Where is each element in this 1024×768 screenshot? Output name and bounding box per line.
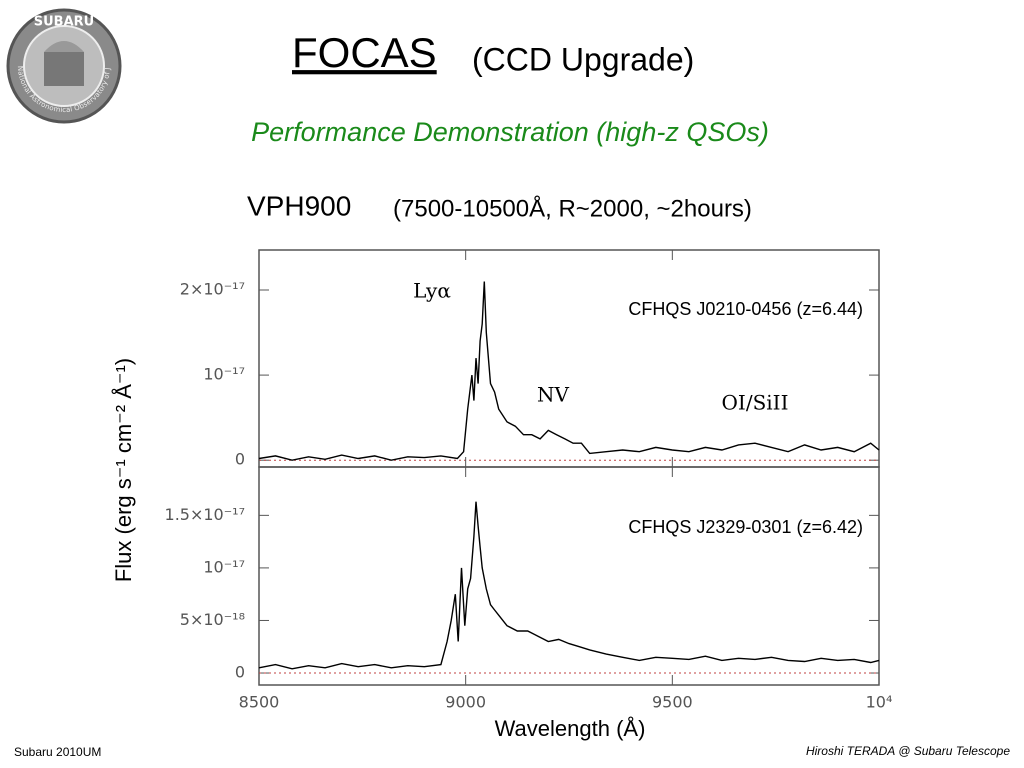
x-axis-label: Wavelength (Å)	[495, 716, 646, 741]
x-tick-label: 9500	[652, 693, 693, 712]
panel-title: CFHQS J2329-0301 (z=6.42)	[628, 517, 863, 537]
heading-rest: (7500-10500Å, R~2000, ~2hours)	[393, 194, 752, 222]
y-tick-label: 0	[235, 450, 245, 469]
y-axis-label: Flux (erg s⁻¹ cm⁻² Å⁻¹)	[111, 358, 136, 582]
heading: VPH900	[247, 190, 351, 221]
y-tick-label: 5×10⁻¹⁸	[180, 610, 245, 629]
x-tick-label: 8500	[239, 693, 280, 712]
title: FOCAS	[292, 29, 437, 76]
spectrum	[258, 501, 880, 670]
annotation: OI/SiII	[722, 391, 789, 415]
y-tick-label: 10⁻¹⁷	[203, 557, 245, 576]
spectrum	[258, 281, 880, 461]
logo: National Astronomical Observatory of Jap…	[0, 0, 122, 124]
footer-left: Subaru 2010UM	[14, 745, 101, 759]
logo-text: SUBARU	[34, 15, 94, 30]
y-tick-label: 0	[235, 663, 245, 682]
panel-title: CFHQS J0210-0456 (z=6.44)	[628, 299, 863, 319]
annotation: Lyα	[413, 279, 451, 303]
y-tick-label: 1.5×10⁻¹⁷	[165, 505, 245, 524]
annotation: NV	[537, 383, 570, 407]
plot-frame	[258, 466, 880, 686]
x-tick-label: 9000	[445, 693, 486, 712]
plot-frame	[258, 249, 880, 468]
y-tick-label: 10⁻¹⁷	[203, 365, 245, 384]
x-tick-label: 10⁴	[866, 693, 893, 712]
footer-right: Hiroshi TERADA @ Subaru Telescope	[806, 744, 1010, 758]
y-tick-label: 2×10⁻¹⁷	[180, 279, 245, 298]
title-rest: (CCD Upgrade)	[472, 41, 694, 77]
subtitle: Performance Demonstration (high-z QSOs)	[251, 117, 769, 147]
